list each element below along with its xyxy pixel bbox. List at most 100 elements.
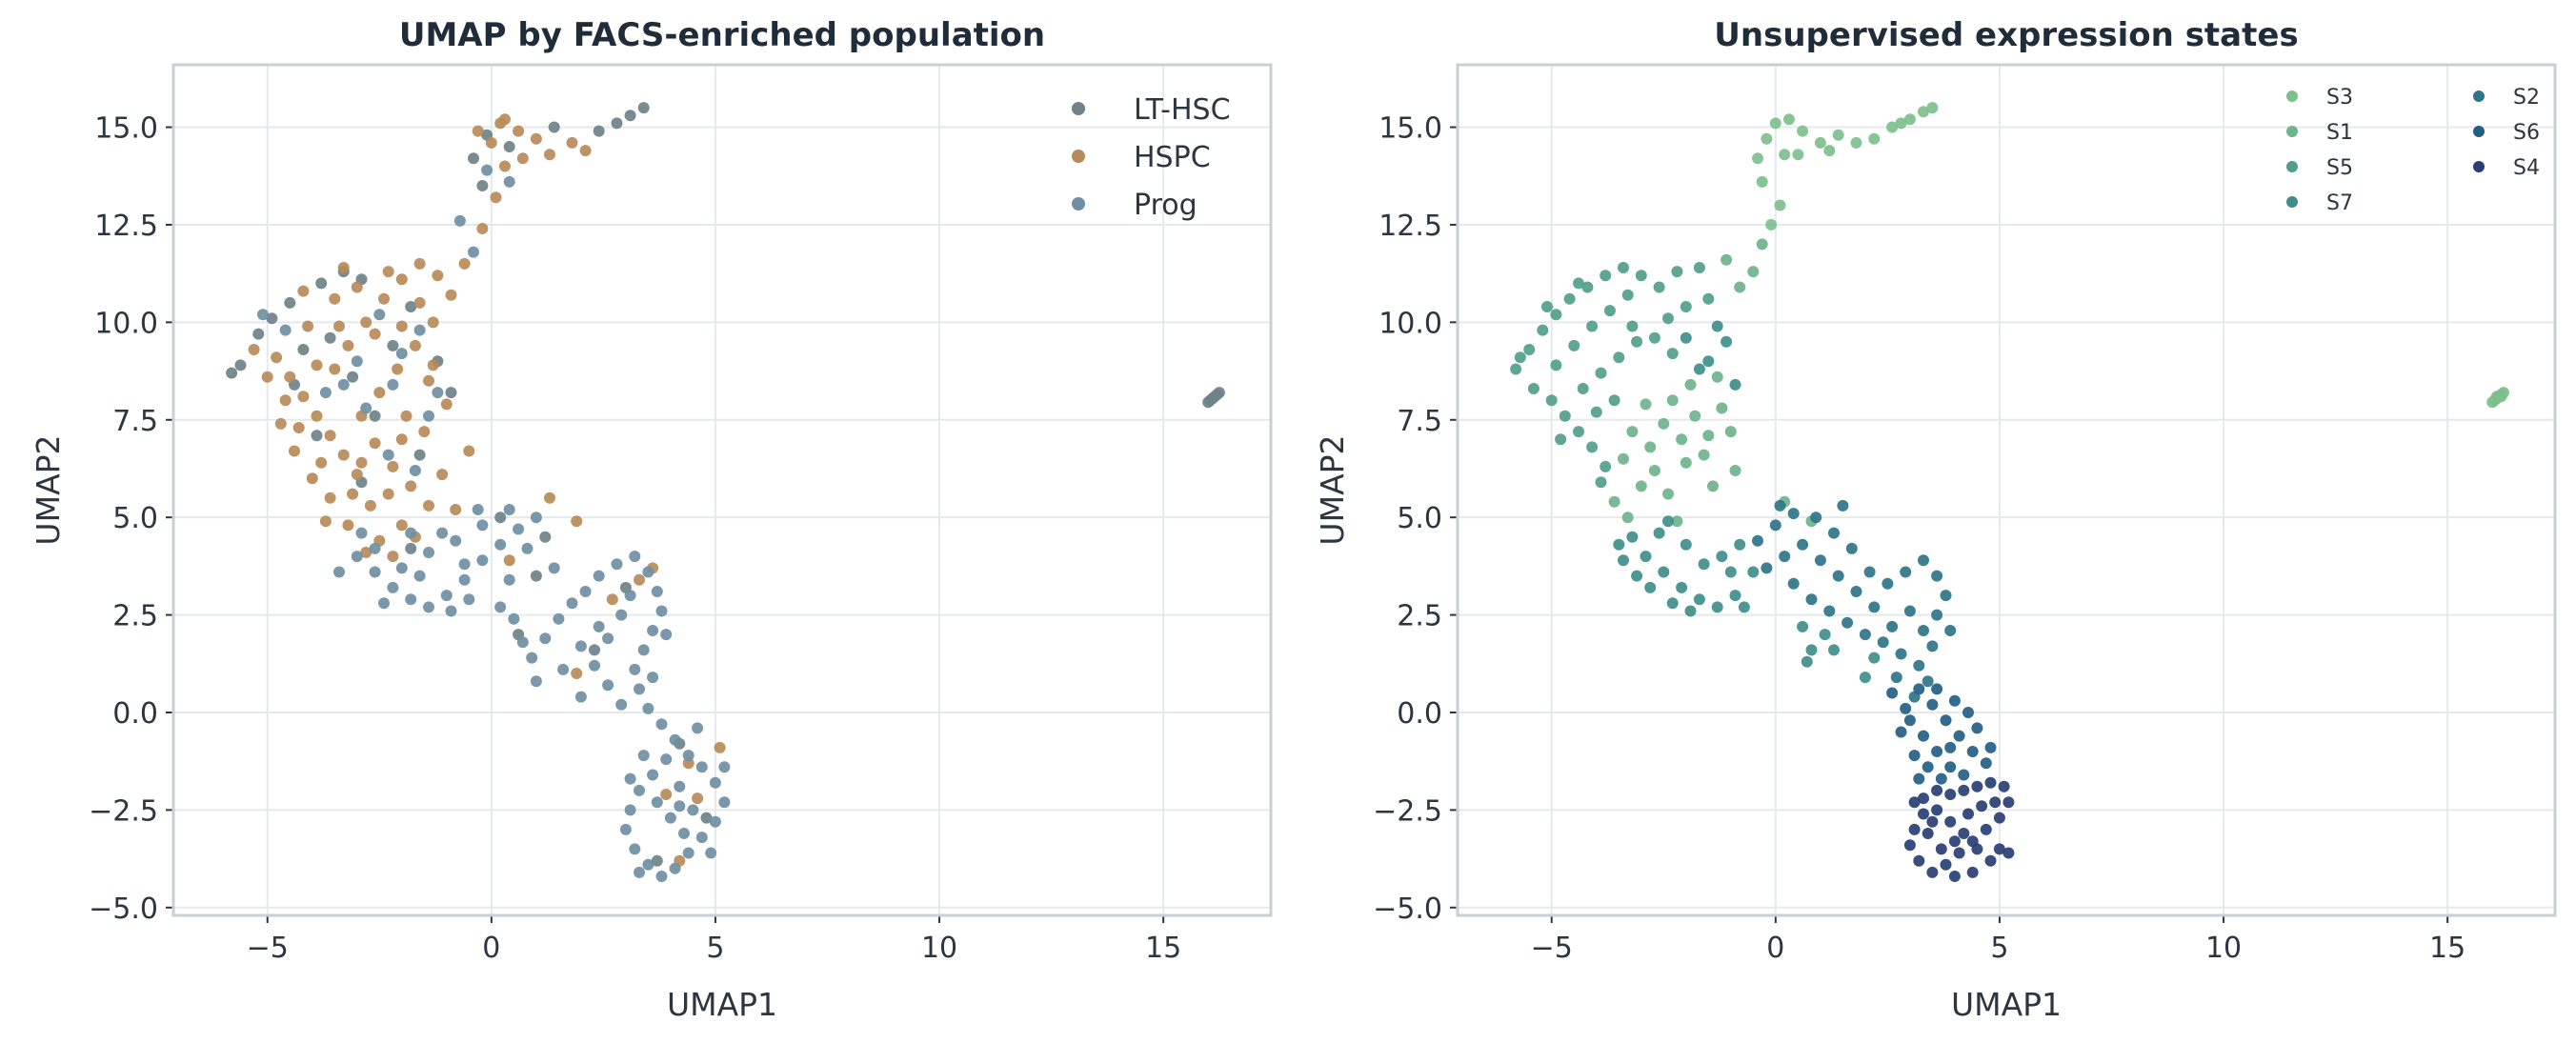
data-point	[2495, 391, 2507, 403]
data-point	[1774, 199, 1786, 211]
data-point	[311, 410, 323, 422]
x-axis-label: UMAP1	[667, 986, 777, 1023]
data-point	[463, 593, 475, 606]
legend-marker-s6	[2473, 126, 2485, 137]
data-point	[369, 542, 381, 554]
data-point	[324, 491, 336, 504]
data-point	[566, 136, 578, 149]
data-point	[1653, 281, 1665, 293]
data-point	[1931, 784, 1943, 796]
data-point	[1895, 726, 1907, 738]
data-point	[1787, 577, 1800, 590]
data-point	[413, 449, 426, 461]
data-point	[369, 437, 381, 450]
gridlines	[173, 65, 1271, 915]
data-point	[432, 270, 444, 282]
data-point	[1693, 363, 1705, 375]
data-point	[714, 741, 726, 753]
data-point	[503, 554, 515, 567]
data-point	[1618, 452, 1629, 465]
legend-label: S1	[2326, 121, 2353, 145]
x-tick-label: 0	[482, 932, 500, 965]
data-point	[1931, 570, 1943, 582]
data-point	[1944, 625, 1957, 636]
data-point	[351, 281, 363, 293]
data-point	[1850, 136, 1862, 149]
data-point	[1980, 823, 1992, 835]
legend-label: S6	[2513, 121, 2540, 145]
data-point	[1595, 476, 1607, 489]
data-point	[637, 644, 650, 656]
data-point	[337, 378, 350, 391]
data-point	[1877, 636, 1889, 649]
data-point	[445, 387, 457, 399]
data-point	[1689, 410, 1701, 422]
data-point	[1922, 828, 1934, 839]
data-point	[1984, 776, 1997, 789]
data-point	[669, 733, 681, 746]
data-point	[1989, 796, 2002, 809]
plot-frame	[171, 63, 1273, 917]
data-point	[347, 371, 359, 383]
data-point	[315, 277, 328, 290]
data-point	[1523, 344, 1536, 355]
data-point	[279, 394, 292, 407]
data-point	[1966, 746, 1979, 757]
x-tick-label: 0	[1766, 932, 1784, 965]
data-point	[539, 531, 552, 543]
data-point	[423, 374, 434, 387]
y-tick-label: 15.0	[1379, 112, 1442, 146]
data-point	[634, 683, 645, 695]
data-point	[499, 160, 511, 172]
data-point	[1900, 566, 1912, 578]
data-point	[1747, 266, 1760, 278]
data-point	[1976, 800, 1988, 812]
data-point	[1944, 815, 1957, 828]
data-point	[423, 499, 434, 511]
data-point	[1626, 320, 1639, 332]
data-point	[1993, 843, 2005, 855]
data-point	[642, 858, 654, 871]
data-point	[1918, 554, 1929, 567]
data-point	[400, 410, 413, 422]
data-point	[624, 110, 636, 122]
data-point	[1863, 566, 1876, 578]
data-point	[458, 257, 471, 270]
data-point	[1662, 488, 1674, 500]
data-point	[373, 387, 386, 399]
data-point	[1613, 538, 1625, 551]
series-s5	[1510, 262, 1715, 489]
data-point	[589, 659, 600, 672]
series-s6	[1886, 683, 1997, 785]
data-point	[611, 117, 623, 130]
data-point	[637, 102, 650, 114]
data-point	[1711, 320, 1723, 332]
data-point	[1635, 270, 1647, 282]
data-point	[1729, 590, 1741, 602]
data-point	[1805, 644, 1818, 656]
data-point	[1577, 383, 1589, 394]
data-point	[1658, 566, 1670, 578]
data-point	[297, 391, 310, 403]
x-tick-label: −5	[1531, 932, 1573, 965]
data-point	[1918, 792, 1929, 805]
data-point	[1702, 355, 1715, 368]
data-point	[1931, 804, 1943, 816]
data-point	[574, 640, 587, 652]
data-point	[530, 570, 542, 582]
legend-marker-s1	[2286, 126, 2298, 137]
data-point	[571, 515, 583, 528]
data-point	[660, 629, 673, 641]
data-point	[1729, 378, 1741, 391]
data-point	[1734, 281, 1746, 293]
data-point	[257, 309, 269, 321]
data-point	[503, 573, 515, 586]
data-point	[1948, 835, 1961, 848]
data-point	[1953, 730, 1965, 742]
data-point	[1903, 113, 1916, 126]
data-point	[369, 328, 381, 340]
y-tick-label: −5.0	[1373, 893, 1442, 926]
data-point	[1845, 542, 1858, 554]
data-point	[387, 339, 399, 351]
data-point	[1882, 577, 1894, 590]
